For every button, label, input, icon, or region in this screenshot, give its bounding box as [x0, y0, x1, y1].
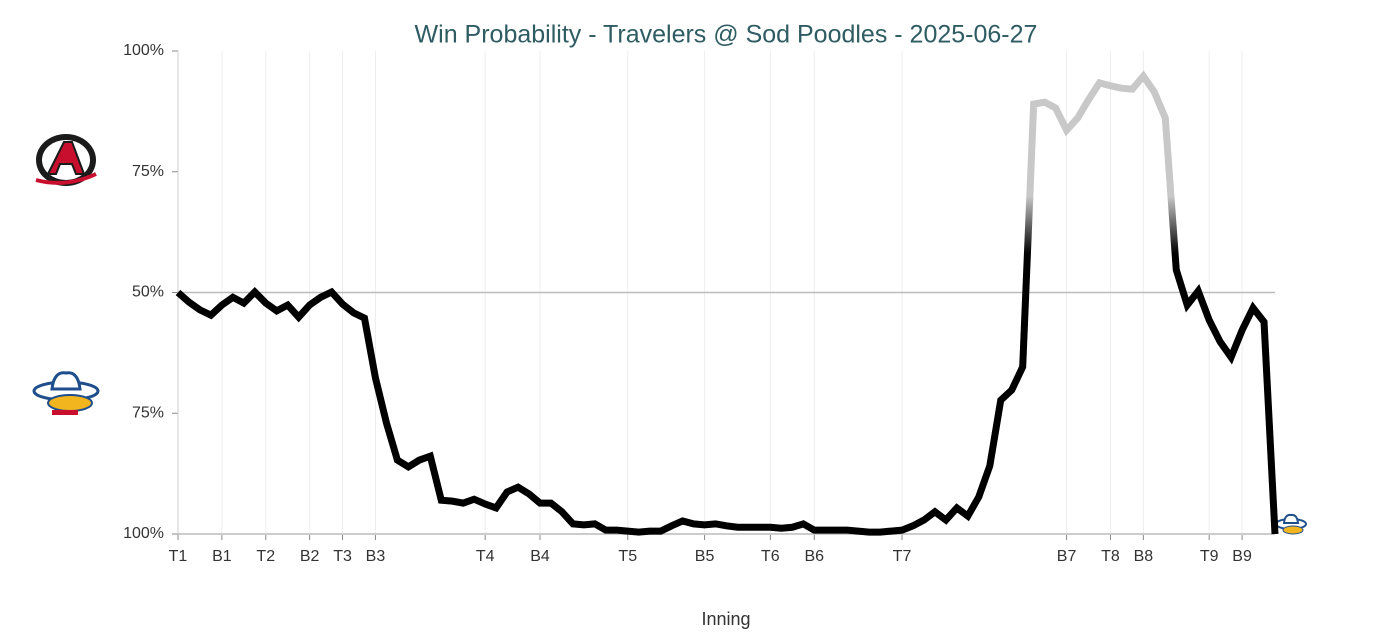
y-tick-label: 100%: [123, 42, 164, 59]
x-axis-label: Inning: [701, 609, 750, 629]
x-tick-label: T6: [761, 548, 780, 565]
x-tick-label: T1: [169, 548, 188, 565]
x-tick-label: T7: [893, 548, 912, 565]
x-tick-label: T8: [1101, 548, 1120, 565]
x-tick-label: B5: [695, 548, 715, 565]
win-prob-line: [175, 70, 1279, 536]
end-logo: [1275, 513, 1307, 535]
x-tick-label: T2: [256, 548, 275, 565]
x-tick-label: B3: [366, 548, 386, 565]
x-tick-label: T5: [618, 548, 637, 565]
x-tick-label: B4: [530, 548, 550, 565]
y-tick-label: 50%: [132, 284, 164, 301]
x-tick-label: T4: [476, 548, 495, 565]
y-tick-label: 75%: [132, 163, 164, 180]
away-logo: [35, 134, 97, 186]
x-tick-label: T9: [1200, 548, 1219, 565]
x-tick-label: B2: [300, 548, 320, 565]
x-tick-label: T3: [333, 548, 352, 565]
y-tick-label: 75%: [132, 404, 164, 421]
x-tick-label: B8: [1134, 548, 1154, 565]
x-tick-label: B6: [804, 548, 824, 565]
chart-title: Win Probability - Travelers @ Sod Poodle…: [415, 21, 1038, 49]
y-tick-label: 100%: [123, 525, 164, 542]
x-tick-label: B9: [1232, 548, 1252, 565]
x-tick-label: B7: [1057, 548, 1077, 565]
x-tick-label: B1: [212, 548, 232, 565]
home-logo: [32, 371, 100, 415]
